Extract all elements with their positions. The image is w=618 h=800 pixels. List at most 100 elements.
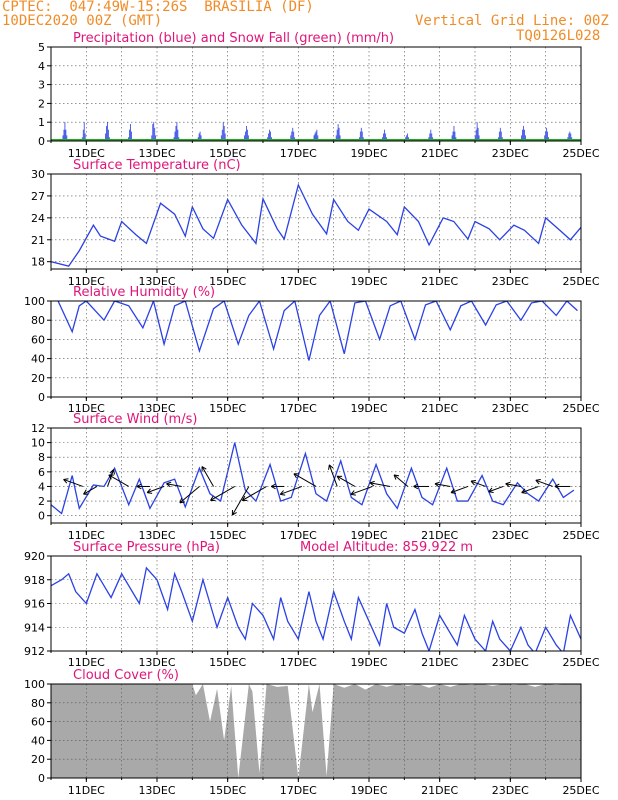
wind-wind-arrow-head [554, 483, 560, 487]
cloud-y-tick-label: 100 [24, 678, 45, 691]
precip-bar [175, 125, 177, 141]
precip-bar [568, 133, 570, 141]
precip-bar [198, 133, 200, 141]
wind-wind-arrow-head [329, 464, 334, 469]
precip-bar [316, 129, 318, 141]
precip-bar [221, 129, 223, 141]
model-altitude-label: Model Altitude: 859.922 m [300, 540, 473, 555]
temperature-y-tick-label: 30 [31, 168, 45, 181]
precip-bar [547, 131, 549, 141]
cloud-area [51, 684, 581, 778]
humidity-x-tick-label: 21DEC [421, 402, 458, 415]
humidity-y-tick-label: 20 [31, 372, 45, 385]
wind-wind-arrow [201, 466, 214, 487]
wind-wind-arrow-head [201, 466, 207, 470]
wind-wind-arrow-head [505, 481, 511, 485]
precip-bar [268, 133, 270, 141]
wind-wind-arrow-shaft [293, 473, 317, 487]
pressure-x-tick-label: 11DEC [68, 656, 105, 669]
precip-x-tick-label: 23DEC [492, 147, 529, 160]
precip-bar [523, 125, 524, 141]
precip-bar [290, 135, 292, 141]
header-vertical-grid: Vertical Grid Line: 00Z [415, 13, 609, 29]
wind-wind-arrow [136, 483, 150, 490]
temperature-title: Surface Temperature (nC) [73, 158, 241, 173]
wind-wind-arrow-head [179, 498, 183, 504]
wind-wind-arrow-shaft [83, 486, 98, 495]
wind-wind-arrow [83, 486, 98, 495]
wind-plot-frame [50, 427, 582, 524]
wind-wind-arrow-shaft [521, 485, 539, 494]
precip-bar [570, 133, 572, 141]
wind-wind-arrow [166, 481, 182, 488]
pressure-y-tick-label: 918 [24, 574, 45, 587]
precip-bar [474, 135, 476, 141]
wind-wind-arrow [393, 474, 409, 487]
wind-x-tick-label: 19DEC [350, 529, 387, 542]
wind-x-tick-label: 13DEC [138, 529, 175, 542]
wind-wind-arrow [535, 479, 553, 487]
precip-bar [291, 131, 293, 141]
cloud-x-tick-label: 21DEC [421, 784, 458, 797]
precip-bar [269, 129, 270, 141]
precip-bar [406, 135, 408, 141]
precip-bar [430, 129, 432, 141]
wind-wind-arrow [521, 485, 539, 494]
humidity-x-tick-label: 11DEC [68, 402, 105, 415]
precip-bar [453, 125, 455, 141]
precip-bar [177, 129, 179, 141]
temperature-x-tick-label: 13DEC [138, 275, 175, 288]
temperature-plot-frame [50, 173, 582, 270]
wind-wind-arrow-head [166, 483, 171, 488]
precip-bar [476, 122, 478, 141]
humidity-title: Relative Humidity (%) [73, 285, 215, 300]
wind-wind-arrow [231, 486, 250, 516]
precip-bar [431, 133, 433, 141]
wind-wind-arrow-head [369, 480, 375, 484]
precip-bar [153, 122, 155, 141]
wind-wind-arrow-head [450, 488, 455, 493]
precip-bar [106, 125, 107, 141]
precip-bar [106, 122, 108, 141]
wind-wind-arrow [554, 483, 571, 490]
cloud-x-tick-label: 13DEC [138, 784, 175, 797]
wind-wind-arrow-head [450, 492, 457, 494]
precip-plot-frame [50, 46, 582, 142]
wind-wind-arrow [293, 473, 317, 487]
wind-wind-arrow-head [136, 486, 142, 490]
wind-wind-arrow-shaft [242, 486, 267, 501]
cloud-title: Cloud Cover (%) [73, 668, 179, 683]
precip-bar [385, 133, 386, 141]
precip-bar [478, 135, 480, 141]
wind-wind-arrow-head [270, 486, 276, 490]
temperature-series-line [51, 183, 581, 267]
precip-bar [84, 133, 86, 141]
wind-wind-arrow-head [108, 474, 112, 480]
cloud-y-tick-label: 40 [31, 734, 45, 747]
wind-wind-arrow-shaft [146, 485, 165, 494]
wind-wind-arrow-shaft [328, 464, 338, 487]
precip-bar [224, 133, 226, 141]
wind-wind-arrow [241, 486, 267, 501]
wind-wind-arrow [434, 481, 451, 488]
wind-wind-arrow-head [279, 490, 284, 495]
wind-wind-arrow-head [470, 480, 475, 486]
precip-x-tick-label: 11DEC [68, 147, 105, 160]
wind-wind-arrow-head [350, 490, 355, 495]
precip-bar [317, 135, 319, 141]
precip-title: Precipitation (blue) and Snow Fall (gree… [73, 31, 394, 46]
humidity-y-tick-label: 60 [31, 333, 45, 346]
precip-bar [223, 125, 225, 141]
wind-x-tick-label: 17DEC [280, 529, 317, 542]
wind-wind-arrow-head [336, 475, 341, 481]
wind-wind-arrow [488, 485, 504, 494]
wind-wind-arrow-shaft [63, 478, 83, 487]
wind-wind-arrow-shaft [535, 479, 553, 487]
precip-bar [361, 131, 363, 141]
precip-bar [383, 133, 384, 141]
precip-bar [475, 129, 477, 141]
wind-wind-arrow-head [147, 492, 153, 494]
precip-bar [131, 131, 132, 141]
wind-y-tick-label: 12 [31, 422, 45, 435]
